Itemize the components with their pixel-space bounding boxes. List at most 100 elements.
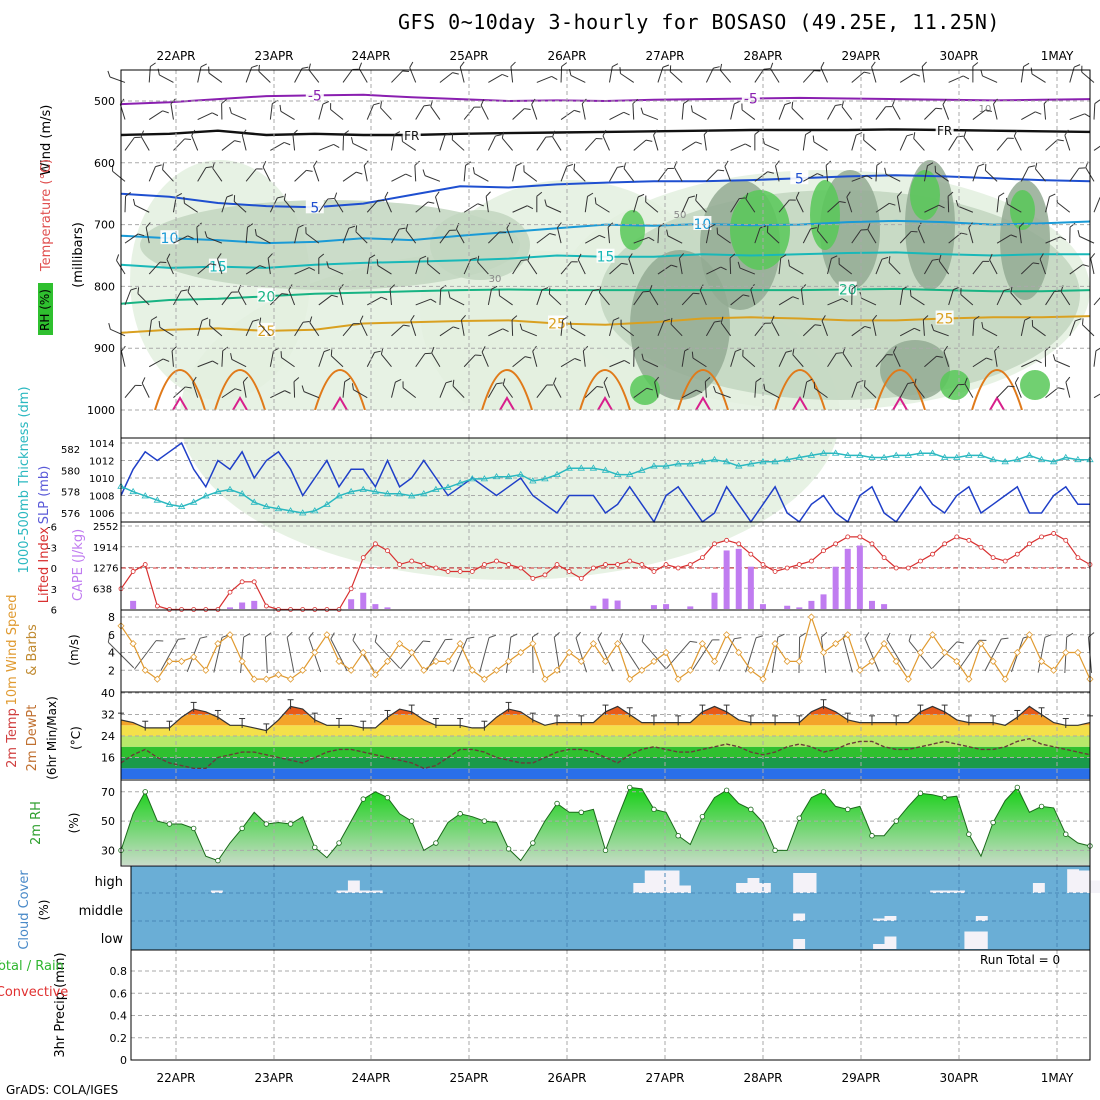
wind-barb-staff bbox=[221, 388, 236, 399]
wind-barb-staff bbox=[342, 323, 354, 337]
wind-barb-flag bbox=[717, 169, 725, 172]
wind-barb-staff bbox=[1081, 71, 1095, 83]
wind-barb-flag bbox=[775, 160, 780, 167]
wind-barb-staff bbox=[1093, 350, 1097, 367]
wind-barb-flag bbox=[137, 233, 145, 237]
isotherm-35 bbox=[232, 396, 248, 411]
wind-barb-staff bbox=[972, 357, 987, 368]
precip-tick: 0.2 bbox=[110, 1032, 128, 1045]
wind-barb bbox=[1010, 286, 1022, 306]
wind-barb-staff bbox=[993, 103, 998, 120]
wind-barb-flag bbox=[430, 298, 437, 303]
thickness-point bbox=[444, 483, 452, 490]
surface-wind-barb-flag bbox=[908, 633, 912, 642]
cape-bar bbox=[687, 606, 694, 609]
wind-barb-flag bbox=[613, 317, 620, 321]
wind-barb bbox=[827, 298, 849, 306]
wind-barb-staff bbox=[603, 382, 610, 398]
wind-barb-flag bbox=[885, 106, 893, 108]
wind-barb-flag bbox=[241, 129, 247, 136]
wind-barb-flag bbox=[381, 296, 388, 301]
thickness-point bbox=[480, 475, 489, 482]
wind-speed-point bbox=[165, 657, 174, 665]
thickness-point bbox=[953, 453, 961, 460]
surface-wind-barb-flag bbox=[156, 640, 164, 642]
wind-barb bbox=[704, 376, 711, 398]
li-point bbox=[227, 589, 233, 595]
wind-speed-point bbox=[674, 675, 682, 683]
li-point bbox=[724, 537, 730, 543]
wind-barb-staff bbox=[802, 70, 815, 83]
thickness-point bbox=[868, 453, 876, 460]
wind-barb bbox=[415, 255, 427, 275]
wind-barb-flag bbox=[641, 353, 644, 361]
cloud-block bbox=[975, 916, 988, 921]
wind-barb bbox=[914, 378, 925, 398]
isotherm-label-bg bbox=[257, 288, 276, 303]
wind-speed-point bbox=[408, 648, 416, 657]
wind-barb-staff bbox=[390, 134, 395, 151]
cloud-block bbox=[347, 880, 360, 893]
wind-barb-flag bbox=[982, 260, 990, 262]
cloud-block bbox=[667, 870, 680, 893]
wind-barb-flag bbox=[755, 377, 762, 383]
wind-barb-staff bbox=[827, 353, 837, 368]
thickness-point bbox=[1013, 455, 1022, 463]
cloud-block bbox=[793, 873, 806, 893]
rh-point bbox=[287, 821, 294, 827]
wind-speed-point bbox=[129, 640, 137, 648]
wind-speed-point bbox=[856, 666, 864, 674]
wind-barb-flag bbox=[247, 223, 254, 228]
wind-barb bbox=[487, 285, 498, 306]
wind-barb-flag bbox=[498, 289, 500, 296]
wind-barb-flag bbox=[141, 377, 146, 384]
surface-wind-barb-staff bbox=[984, 638, 1002, 672]
wind-barb-flag bbox=[964, 377, 968, 384]
wind-barb bbox=[670, 317, 683, 337]
thickness-point bbox=[1062, 453, 1070, 460]
pressure-tick: 1000 bbox=[87, 404, 115, 417]
cloud-block bbox=[1078, 870, 1091, 893]
wind-barb bbox=[863, 133, 877, 151]
li-point bbox=[1075, 555, 1081, 561]
wind-barb bbox=[166, 253, 174, 275]
wind-barb-flag bbox=[209, 263, 217, 266]
wind-barb bbox=[730, 100, 741, 120]
wind-barb-staff bbox=[424, 175, 441, 182]
wind-speed-point bbox=[965, 675, 973, 683]
wind-speed-point bbox=[710, 657, 719, 665]
wind-barb-flag bbox=[980, 69, 983, 77]
wind-barb-flag bbox=[384, 191, 389, 198]
wind-barb-staff bbox=[124, 233, 139, 244]
wind-barb-staff bbox=[258, 70, 271, 83]
wind-barb-staff bbox=[817, 230, 828, 244]
wind-barb-flag bbox=[762, 137, 765, 145]
wind-barb-staff bbox=[789, 265, 804, 275]
wind-barb-staff bbox=[1093, 389, 1100, 399]
wind-barb-staff bbox=[963, 136, 974, 151]
ylabel-convective: Convective bbox=[0, 985, 68, 1000]
wind-barb-flag bbox=[107, 70, 111, 78]
wind-barb-staff bbox=[917, 228, 925, 244]
wind-barb-flag bbox=[1007, 137, 1014, 139]
rh-point bbox=[917, 790, 924, 796]
surface-wind-barb-flag bbox=[734, 637, 742, 640]
thickness-point bbox=[856, 451, 864, 458]
wind-barb bbox=[577, 253, 586, 275]
cape-bar bbox=[384, 607, 391, 609]
thickness-point bbox=[420, 490, 428, 497]
wind-barb-staff bbox=[487, 135, 496, 151]
wind-speed-point bbox=[505, 657, 513, 665]
wind-barb-flag bbox=[541, 287, 549, 291]
wind-barb-flag bbox=[1073, 64, 1081, 68]
wind-barb-staff bbox=[964, 383, 974, 398]
wind-barb-staff bbox=[892, 352, 901, 367]
cloud-block bbox=[679, 885, 691, 893]
wind-barb-flag bbox=[313, 160, 318, 167]
wind-barb bbox=[485, 191, 491, 213]
thickness-point bbox=[601, 466, 610, 473]
wind-barb-staff bbox=[512, 165, 517, 182]
wind-barb bbox=[342, 323, 360, 337]
wind-barb-flag bbox=[724, 160, 729, 167]
wind-barb-staff bbox=[262, 166, 271, 182]
